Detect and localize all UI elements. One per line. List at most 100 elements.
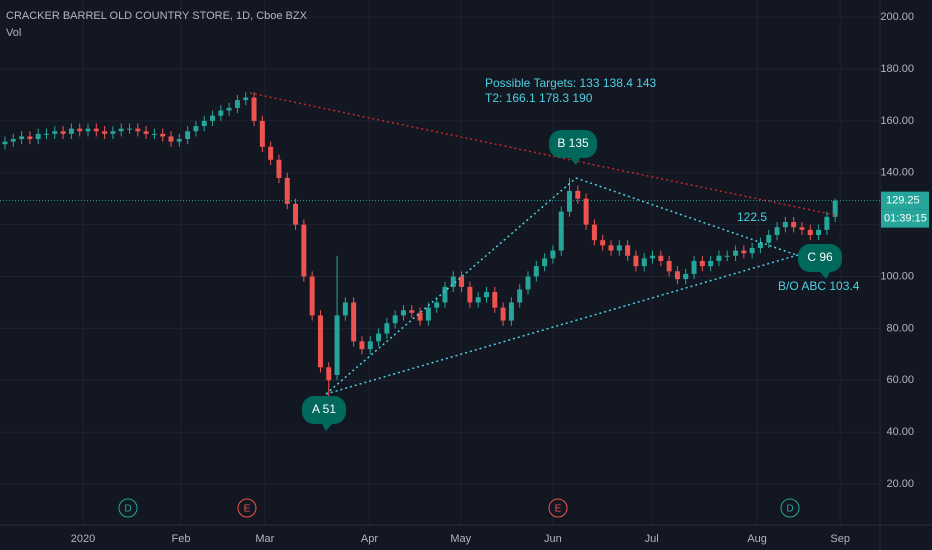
- candle-body: [376, 333, 382, 342]
- y-tick-label: 80.00: [886, 322, 914, 334]
- candle-body: [2, 141, 8, 145]
- event-marker: [237, 498, 257, 518]
- candle-body: [425, 307, 431, 321]
- bc-line: [575, 177, 809, 260]
- label-b: B 135: [549, 130, 597, 165]
- bubble: [798, 244, 842, 272]
- chart-subtitle: Vol: [6, 27, 21, 39]
- candle-body: [85, 128, 91, 132]
- candle-body: [268, 146, 274, 160]
- candle-body: [741, 250, 747, 254]
- candle-body: [384, 323, 390, 334]
- candle-body: [168, 136, 174, 142]
- candle-body: [782, 222, 788, 228]
- candle-body: [733, 250, 739, 256]
- candle-body: [44, 133, 49, 135]
- candle-body: [19, 136, 25, 140]
- candle-body: [550, 250, 556, 259]
- candle-body: [799, 227, 805, 230]
- candle-body: [35, 133, 41, 140]
- label-a: A 51: [302, 396, 346, 431]
- x-tick-label: Jun: [544, 533, 562, 545]
- candles: [2, 92, 838, 404]
- candle-body: [716, 255, 722, 261]
- y-tick-label: 140.00: [880, 167, 914, 179]
- breakout-label: B/O ABC 103.4: [778, 279, 860, 293]
- x-tick-label: Aug: [747, 533, 767, 545]
- candle-body: [151, 133, 157, 135]
- bubble-tail: [322, 424, 332, 431]
- y-tick-label: 40.00: [886, 426, 914, 438]
- candle-body: [791, 222, 797, 228]
- candle-body: [832, 200, 838, 217]
- candle-body: [400, 310, 406, 316]
- candle-body: [691, 260, 697, 274]
- candle-body: [284, 177, 290, 204]
- x-tick-label: May: [450, 533, 471, 545]
- candle-body: [567, 190, 572, 212]
- event-marker: [780, 498, 800, 518]
- candle-body: [434, 302, 440, 308]
- x-tick-label: Sep: [830, 533, 850, 545]
- candle-body: [625, 245, 631, 256]
- candle-body: [201, 120, 207, 127]
- candle-body: [517, 289, 523, 303]
- candle-body: [226, 107, 232, 111]
- candle-body: [708, 260, 714, 267]
- last-price-label: 129.25: [886, 195, 920, 207]
- event-label: D: [124, 504, 131, 515]
- candle-body: [575, 190, 581, 199]
- candle-body: [583, 198, 589, 225]
- candle-body: [60, 131, 66, 134]
- candle-body: [251, 97, 257, 121]
- ab-line: [325, 177, 577, 395]
- candle-body: [68, 128, 74, 134]
- ac-line: [325, 251, 809, 395]
- event-label: D: [786, 504, 793, 515]
- bubble: [549, 130, 597, 158]
- candle-body: [475, 297, 481, 303]
- candle-body: [93, 128, 99, 132]
- candle-body: [118, 128, 124, 132]
- trendlines: [249, 92, 836, 395]
- candle-body: [633, 255, 639, 267]
- candle-body: [450, 276, 456, 287]
- candle-body: [724, 255, 730, 257]
- candle-body: [484, 292, 489, 298]
- candle-body: [508, 302, 514, 321]
- label-text: B 135: [557, 136, 589, 150]
- candle-body: [824, 216, 830, 230]
- candle-body: [442, 286, 448, 303]
- candle-body: [27, 136, 33, 140]
- candle-body: [326, 367, 332, 381]
- candle-body: [459, 276, 465, 287]
- candle-body: [467, 286, 473, 303]
- y-tick-label: 60.00: [886, 374, 914, 386]
- targets-label: T2: 166.1 178.3 190: [485, 91, 593, 105]
- candle-body: [301, 224, 307, 277]
- label-text: A 51: [312, 402, 336, 416]
- candle-body: [218, 110, 224, 116]
- candle-body: [110, 131, 116, 134]
- x-tick-label: Mar: [255, 533, 274, 545]
- candle-body: [143, 131, 149, 134]
- candle-body: [52, 131, 58, 134]
- y-tick-label: 160.00: [880, 115, 914, 127]
- event-marker: [118, 498, 138, 518]
- label-c: C 96: [798, 244, 842, 279]
- event-label: E: [244, 504, 251, 515]
- candle-body: [558, 211, 564, 251]
- candle-body: [658, 255, 664, 261]
- candle-body: [293, 203, 299, 225]
- candle-body: [127, 128, 132, 130]
- candle-body: [259, 120, 265, 147]
- candle-body: [176, 139, 182, 142]
- candle-body: [160, 133, 166, 137]
- candle-body: [409, 310, 415, 313]
- x-tick-label: Apr: [361, 533, 378, 545]
- candle-body: [525, 276, 531, 290]
- candle-body: [367, 341, 373, 350]
- candle-body: [600, 240, 606, 246]
